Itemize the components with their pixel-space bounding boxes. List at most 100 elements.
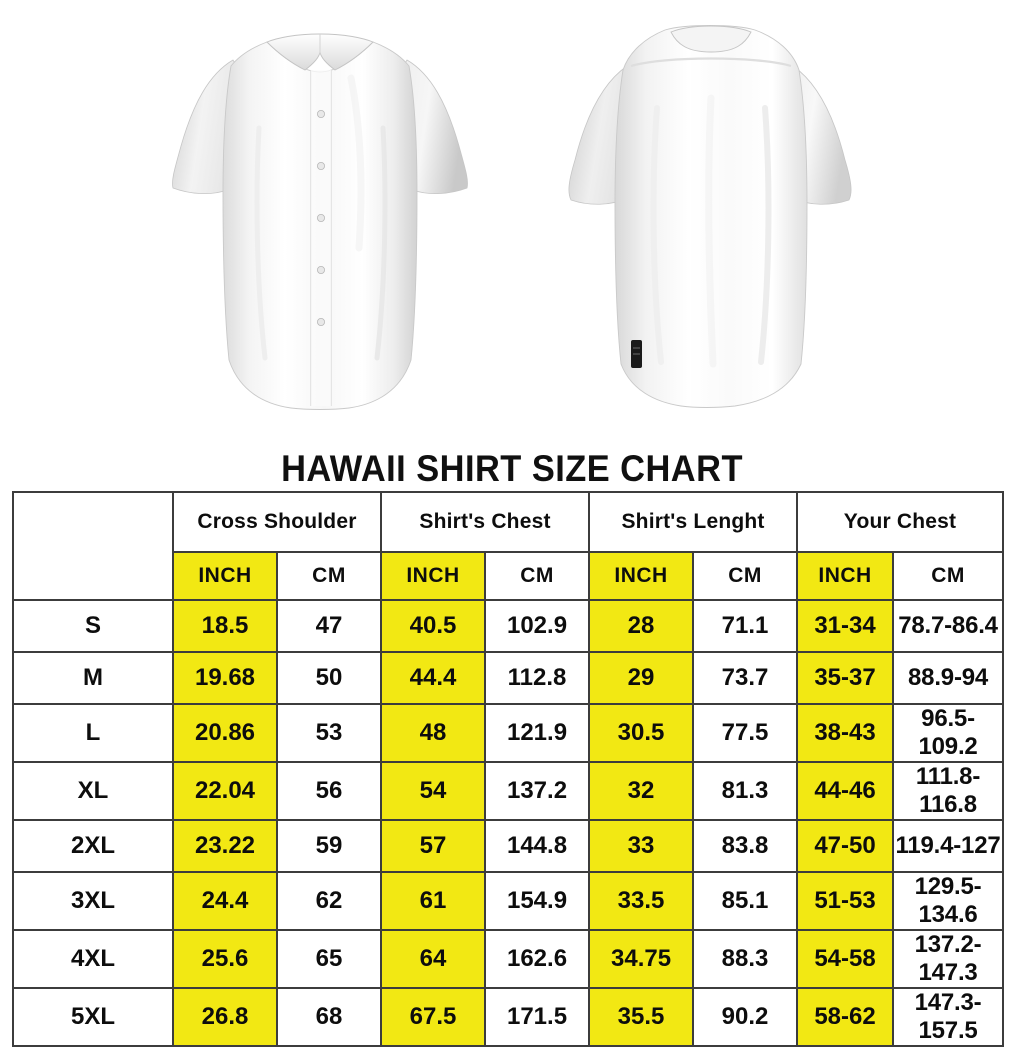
cell-your-chest-cm: 78.7-86.4 (892, 599, 1005, 653)
unit-header-row: INCH CM INCH CM INCH CM INCH CM (13, 551, 1005, 601)
cell-shirts-chest-inch: 40.5 (380, 599, 487, 653)
size-label-cell: S (12, 599, 174, 653)
cell-shirts-lenght-cm: 83.8 (692, 819, 799, 873)
cell-shirts-chest-cm: 102.9 (484, 599, 591, 653)
table-row: 3XL 24.4 62 61 154.9 33.5 85.1 51-53 129.5-134.6 (12, 871, 1005, 931)
cell-your-chest-inch: 38-43 (796, 703, 895, 763)
cell-shirts-chest-cm: 137.2 (484, 761, 591, 821)
cell-cross-shoulder-inch: 25.6 (172, 929, 278, 989)
cell-shirts-chest-inch: 54 (380, 761, 487, 821)
cell-shirts-lenght-inch: 34.75 (588, 929, 695, 989)
unit-header-cross-shoulder-inch: INCH (172, 551, 278, 601)
cell-shirts-lenght-inch: 33.5 (588, 871, 695, 931)
unit-header-shirts-lenght-inch: INCH (588, 551, 695, 601)
cell-shirts-lenght-cm: 90.2 (692, 987, 799, 1047)
group-header-shirts-lenght: Shirt's Lenght (588, 491, 799, 553)
cell-your-chest-cm: 137.2-147.3 (892, 929, 1005, 989)
cell-shirts-lenght-cm: 71.1 (692, 599, 799, 653)
group-header-row: Cross Shoulder Shirt's Chest Shirt's Len… (12, 491, 1005, 601)
cell-cross-shoulder-cm: 68 (275, 987, 383, 1047)
cell-cross-shoulder-cm: 65 (275, 929, 383, 989)
cell-your-chest-inch: 54-58 (796, 929, 895, 989)
cell-shirts-chest-cm: 162.6 (484, 929, 591, 989)
size-label-cell: M (12, 651, 174, 705)
cell-your-chest-inch: 35-37 (796, 651, 895, 705)
size-label-cell: 2XL (12, 819, 174, 873)
cell-shirts-lenght-cm: 85.1 (692, 871, 799, 931)
cell-shirts-lenght-inch: 28 (588, 599, 695, 653)
cell-shirts-lenght-inch: 29 (588, 651, 695, 705)
cell-your-chest-inch: 51-53 (796, 871, 895, 931)
cell-shirts-chest-inch: 44.4 (380, 651, 487, 705)
table-row: L 20.86 53 48 121.9 30.5 77.5 38-43 96.5-109.2 (12, 703, 1005, 763)
unit-header-your-chest-inch: INCH (796, 551, 895, 601)
unit-header-shirts-chest-inch: INCH (380, 551, 487, 601)
cell-cross-shoulder-inch: 26.8 (172, 987, 278, 1047)
size-column-header (12, 491, 174, 601)
cell-shirts-chest-cm: 154.9 (484, 871, 591, 931)
cell-your-chest-cm: 111.8-116.8 (892, 761, 1005, 821)
table-row: XL 22.04 56 54 137.2 32 81.3 44-46 111.8-116.8 (12, 761, 1005, 821)
cell-cross-shoulder-inch: 23.22 (172, 819, 278, 873)
cell-shirts-lenght-inch: 32 (588, 761, 695, 821)
table-row: 4XL 25.6 65 64 162.6 34.75 88.3 54-58 137.2-147.… (12, 929, 1005, 989)
cell-your-chest-cm: 119.4-127 (892, 819, 1005, 873)
cell-shirts-lenght-cm: 81.3 (692, 761, 799, 821)
cell-shirts-chest-inch: 64 (380, 929, 487, 989)
table-row: M 19.68 50 44.4 112.8 29 73.7 35-37 88.9-94 (12, 651, 1005, 705)
cell-shirts-chest-inch: 57 (380, 819, 487, 873)
cell-shirts-chest-cm: 112.8 (484, 651, 591, 705)
group-header-your-chest: Your Chest (796, 491, 1005, 553)
cell-shirts-chest-inch: 67.5 (380, 987, 487, 1047)
cell-cross-shoulder-inch: 19.68 (172, 651, 278, 705)
shirt-front-image (155, 8, 485, 428)
cell-cross-shoulder-inch: 24.4 (172, 871, 278, 931)
cell-cross-shoulder-cm: 53 (275, 703, 383, 763)
cell-shirts-chest-inch: 48 (380, 703, 487, 763)
size-label-cell: 4XL (12, 929, 174, 989)
cell-your-chest-inch: 31-34 (796, 599, 895, 653)
cell-cross-shoulder-cm: 50 (275, 651, 383, 705)
cell-shirts-lenght-inch: 33 (588, 819, 695, 873)
cell-your-chest-cm: 129.5-134.6 (892, 871, 1005, 931)
cell-shirts-lenght-inch: 30.5 (588, 703, 695, 763)
table-row: S 18.5 47 40.5 102.9 28 71.1 31-34 78.7-86.4 (12, 599, 1005, 653)
size-label-cell: L (12, 703, 174, 763)
group-header-cross-shoulder: Cross Shoulder (171, 491, 383, 553)
cell-your-chest-inch: 44-46 (796, 761, 895, 821)
shirt-back-image (545, 8, 875, 428)
cell-cross-shoulder-cm: 59 (275, 819, 383, 873)
unit-header-shirts-lenght-cm: CM (692, 551, 799, 601)
cell-cross-shoulder-inch: 18.5 (172, 599, 278, 653)
cell-shirts-lenght-cm: 73.7 (692, 651, 799, 705)
size-chart-table: Cross Shoulder Shirt's Chest Shirt's Len… (12, 491, 1005, 1047)
cell-shirts-lenght-cm: 77.5 (692, 703, 799, 763)
cell-your-chest-cm: 96.5-109.2 (892, 703, 1005, 763)
cell-cross-shoulder-cm: 56 (275, 761, 383, 821)
cell-your-chest-cm: 147.3-157.5 (892, 987, 1005, 1047)
cell-shirts-lenght-inch: 35.5 (588, 987, 695, 1047)
table-row: 2XL 23.22 59 57 144.8 33 83.8 47-50 119.4-127 (12, 819, 1005, 873)
cell-shirts-chest-cm: 144.8 (484, 819, 591, 873)
cell-cross-shoulder-inch: 22.04 (172, 761, 278, 821)
cell-shirts-chest-cm: 171.5 (484, 987, 591, 1047)
size-label-cell: 3XL (12, 871, 174, 931)
cell-your-chest-inch: 58-62 (796, 987, 895, 1047)
unit-header-your-chest-cm: CM (892, 551, 1005, 601)
page-title: HAWAII SHIRT SIZE CHART (281, 448, 743, 489)
cell-your-chest-inch: 47-50 (796, 819, 895, 873)
cell-shirts-chest-inch: 61 (380, 871, 487, 931)
size-chart-container: Cross Shoulder Shirt's Chest Shirt's Len… (12, 491, 1005, 1047)
unit-header-shirts-chest-cm: CM (484, 551, 591, 601)
group-header-shirts-chest: Shirt's Chest (380, 491, 591, 553)
size-label-cell: XL (12, 761, 174, 821)
cell-cross-shoulder-cm: 62 (275, 871, 383, 931)
cell-shirts-chest-cm: 121.9 (484, 703, 591, 763)
cell-cross-shoulder-inch: 20.86 (172, 703, 278, 763)
table-row: 5XL 26.8 68 67.5 171.5 35.5 90.2 58-62 147.3-157… (12, 987, 1005, 1047)
cell-shirts-lenght-cm: 88.3 (692, 929, 799, 989)
unit-header-cross-shoulder-cm: CM (275, 551, 383, 601)
product-image-band (0, 0, 1024, 445)
cell-cross-shoulder-cm: 47 (275, 599, 383, 653)
size-label-cell: 5XL (12, 987, 174, 1047)
